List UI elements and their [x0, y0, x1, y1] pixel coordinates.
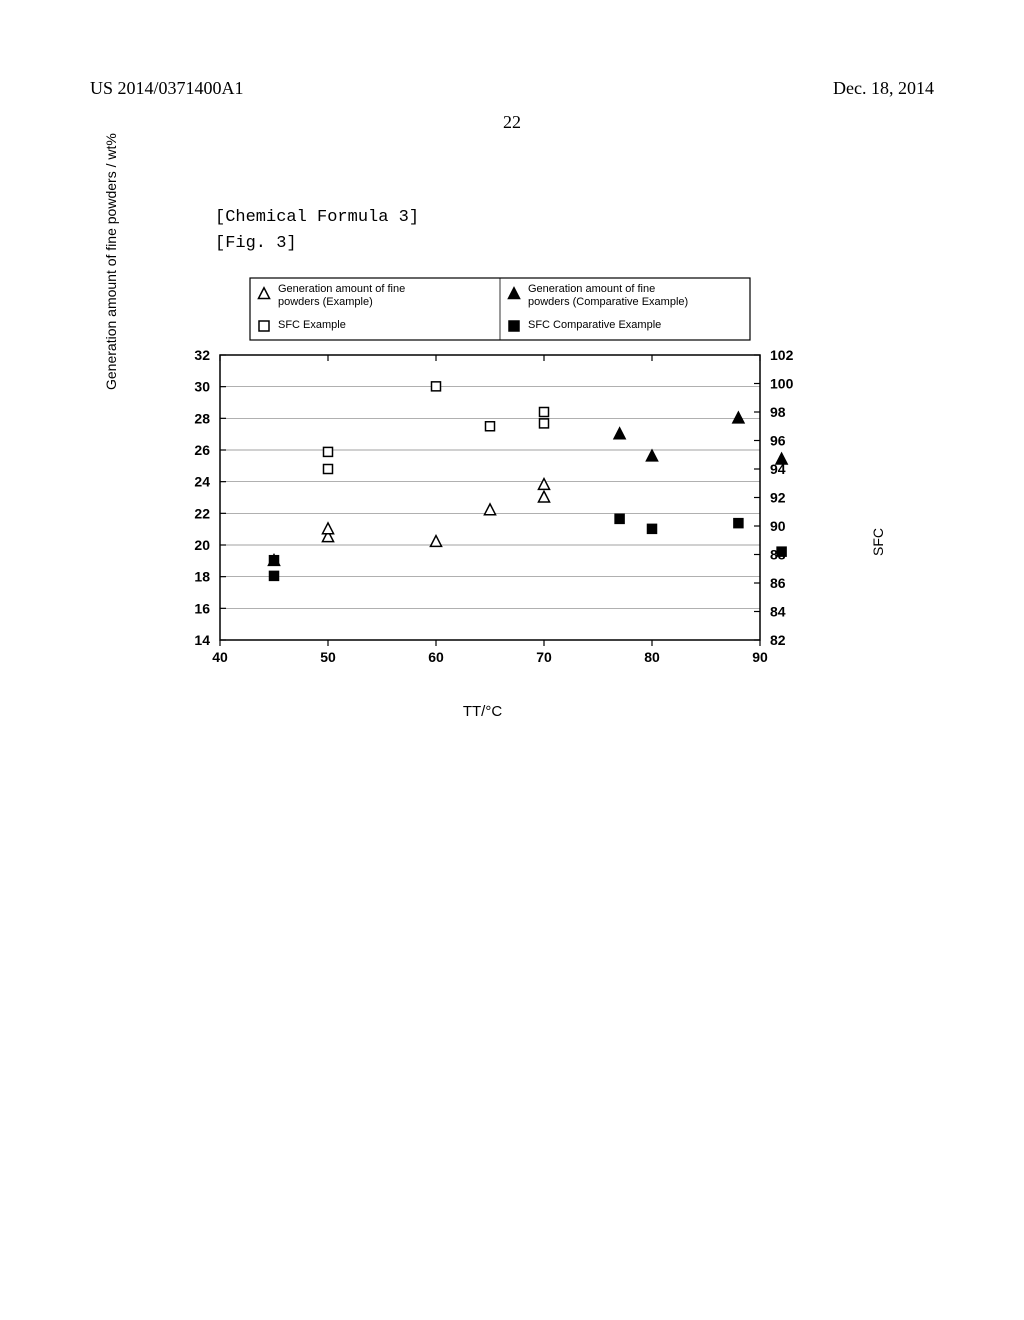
caption-line-1: [Chemical Formula 3]	[215, 205, 419, 231]
svg-text:SFC Comparative Example: SFC Comparative Example	[528, 319, 661, 331]
svg-text:84: 84	[770, 604, 786, 620]
svg-text:20: 20	[194, 537, 210, 553]
page-header: US 2014/0371400A1 Dec. 18, 2014	[0, 78, 1024, 99]
svg-text:powders (Comparative Example): powders (Comparative Example)	[528, 296, 688, 308]
svg-text:80: 80	[644, 649, 660, 665]
y-left-axis-label: Generation amount of fine powders / wt%	[103, 133, 119, 390]
svg-text:60: 60	[428, 649, 444, 665]
svg-text:22: 22	[194, 505, 210, 521]
svg-text:70: 70	[536, 649, 552, 665]
svg-text:40: 40	[212, 649, 228, 665]
svg-text:96: 96	[770, 433, 786, 449]
header-right: Dec. 18, 2014	[833, 78, 934, 99]
chart-figure: Generation amount of finepowders (Exampl…	[145, 270, 820, 680]
svg-text:16: 16	[194, 600, 210, 616]
chart-svg: Generation amount of finepowders (Exampl…	[145, 270, 820, 680]
y-right-axis-label: SFC	[870, 528, 886, 556]
svg-text:powders (Example): powders (Example)	[278, 296, 373, 308]
svg-text:18: 18	[194, 569, 210, 585]
page-number: 22	[0, 112, 1024, 133]
svg-text:Generation amount of fine: Generation amount of fine	[278, 283, 405, 295]
svg-text:30: 30	[194, 379, 210, 395]
svg-text:28: 28	[194, 410, 210, 426]
header-left: US 2014/0371400A1	[90, 78, 244, 99]
svg-text:SFC Example: SFC Example	[278, 319, 346, 331]
svg-text:100: 100	[770, 376, 794, 392]
svg-text:102: 102	[770, 347, 794, 363]
svg-text:24: 24	[194, 474, 210, 490]
figure-caption: [Chemical Formula 3] [Fig. 3]	[215, 205, 419, 258]
svg-text:92: 92	[770, 490, 786, 506]
svg-text:86: 86	[770, 575, 786, 591]
svg-text:98: 98	[770, 404, 786, 420]
svg-text:90: 90	[752, 649, 768, 665]
svg-text:32: 32	[194, 347, 210, 363]
svg-text:Generation amount of fine: Generation amount of fine	[528, 283, 655, 295]
svg-text:90: 90	[770, 518, 786, 534]
svg-text:82: 82	[770, 632, 786, 648]
svg-text:26: 26	[194, 442, 210, 458]
caption-line-2: [Fig. 3]	[215, 231, 419, 257]
svg-text:14: 14	[194, 632, 210, 648]
svg-text:50: 50	[320, 649, 336, 665]
x-axis-label: TT/°C	[145, 703, 820, 720]
